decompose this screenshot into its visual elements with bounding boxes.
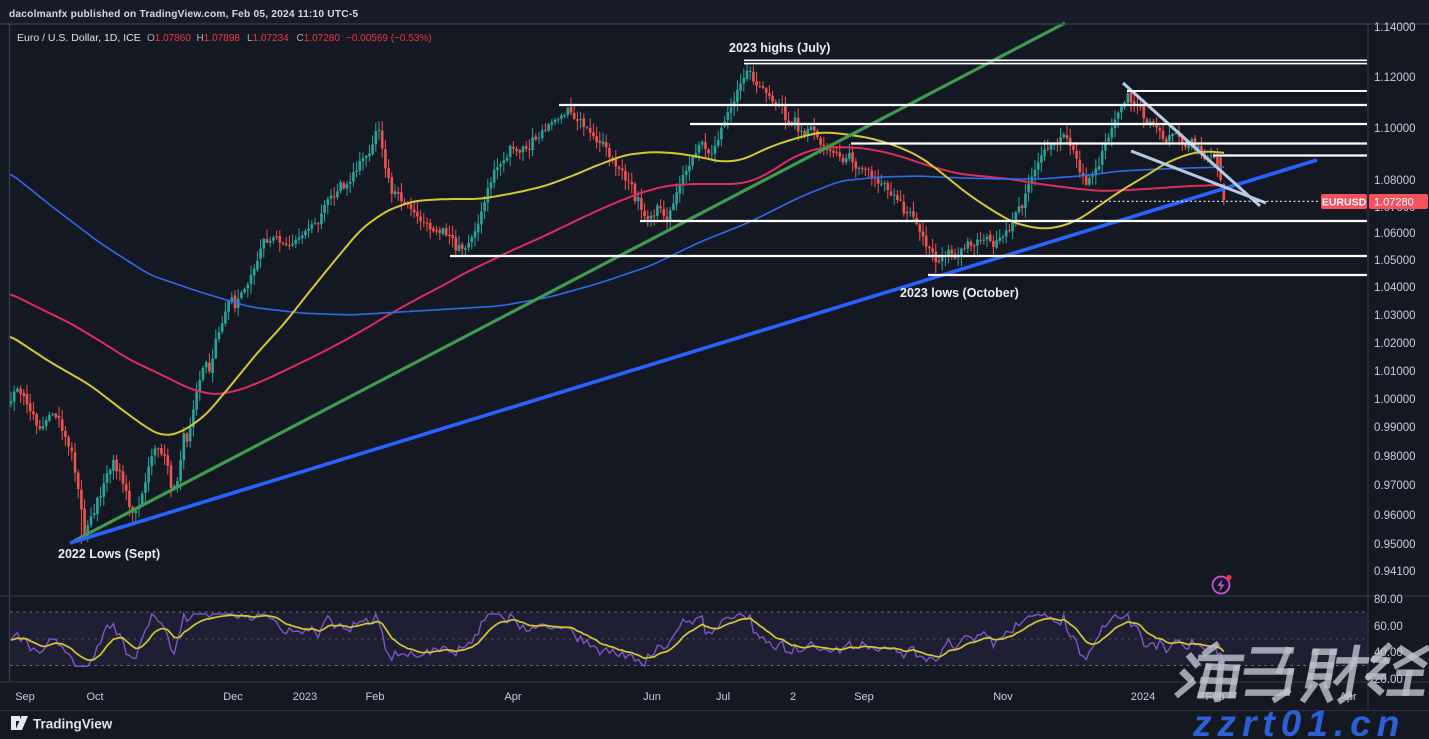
svg-text:0.96000: 0.96000 xyxy=(1374,510,1416,522)
svg-text:L1.07234: L1.07234 xyxy=(247,33,289,44)
svg-text:80.00: 80.00 xyxy=(1374,594,1403,606)
svg-text:0.98000: 0.98000 xyxy=(1374,451,1416,463)
svg-text:Feb: Feb xyxy=(366,691,385,703)
svg-text:dacolmanfx published on Tradin: dacolmanfx published on TradingView.com,… xyxy=(9,9,358,20)
svg-text:0.95000: 0.95000 xyxy=(1374,539,1416,551)
svg-text:Euro / U.S. Dollar, 1D, ICE: Euro / U.S. Dollar, 1D, ICE xyxy=(17,32,141,44)
svg-text:1.01000: 1.01000 xyxy=(1374,366,1416,378)
svg-text:1.08000: 1.08000 xyxy=(1374,175,1416,187)
svg-text:Dec: Dec xyxy=(223,691,243,703)
svg-text:zzrt01.cn: zzrt01.cn xyxy=(1192,703,1405,739)
svg-text:1.04000: 1.04000 xyxy=(1374,282,1416,294)
svg-text:Nov: Nov xyxy=(993,691,1013,703)
svg-text:O1.07860: O1.07860 xyxy=(147,33,191,44)
svg-text:2: 2 xyxy=(790,691,796,703)
svg-text:1.14000: 1.14000 xyxy=(1374,22,1416,34)
svg-text:TradingView: TradingView xyxy=(33,717,113,732)
svg-text:0.99000: 0.99000 xyxy=(1374,422,1416,434)
svg-text:0.94100: 0.94100 xyxy=(1374,566,1416,578)
svg-text:Apr: Apr xyxy=(504,691,521,703)
svg-text:1.10000: 1.10000 xyxy=(1374,123,1416,135)
svg-text:H1.07898: H1.07898 xyxy=(197,33,241,44)
svg-text:1.00000: 1.00000 xyxy=(1374,394,1416,406)
svg-text:1.05000: 1.05000 xyxy=(1374,255,1416,267)
svg-text:EURUSD: EURUSD xyxy=(1322,197,1367,209)
svg-text:2023: 2023 xyxy=(293,691,317,703)
svg-text:2023 lows (October): 2023 lows (October) xyxy=(900,286,1019,300)
svg-text:1.02000: 1.02000 xyxy=(1374,338,1416,350)
svg-text:Jul: Jul xyxy=(716,691,730,703)
svg-text:Oct: Oct xyxy=(86,691,103,703)
svg-text:2023 highs (July): 2023 highs (July) xyxy=(729,41,830,55)
svg-text:2022 Lows (Sept): 2022 Lows (Sept) xyxy=(58,547,160,561)
svg-text:Jun: Jun xyxy=(643,691,661,703)
svg-text:60.00: 60.00 xyxy=(1374,621,1403,633)
svg-text:C1.07280: C1.07280 xyxy=(297,33,341,44)
svg-text:1.03000: 1.03000 xyxy=(1374,310,1416,322)
svg-text:0.97000: 0.97000 xyxy=(1374,480,1416,492)
svg-text:1.06000: 1.06000 xyxy=(1374,228,1416,240)
svg-text:1.12000: 1.12000 xyxy=(1374,72,1416,84)
svg-text:−0.00569 (−0.53%): −0.00569 (−0.53%) xyxy=(346,33,432,44)
svg-text:Sep: Sep xyxy=(854,691,874,703)
svg-text:1.07280: 1.07280 xyxy=(1374,197,1414,209)
svg-text:2024: 2024 xyxy=(1131,691,1155,703)
svg-text:Sep: Sep xyxy=(15,691,35,703)
